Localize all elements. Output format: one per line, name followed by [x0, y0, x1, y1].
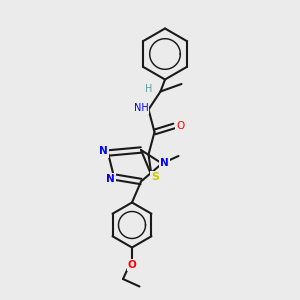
Text: NH: NH — [134, 103, 148, 113]
Text: N: N — [160, 158, 169, 169]
Text: O: O — [128, 260, 136, 270]
Text: O: O — [176, 121, 184, 131]
Text: N: N — [106, 174, 115, 184]
Text: S: S — [151, 172, 159, 182]
Text: H: H — [146, 84, 153, 94]
Text: N: N — [99, 146, 108, 157]
